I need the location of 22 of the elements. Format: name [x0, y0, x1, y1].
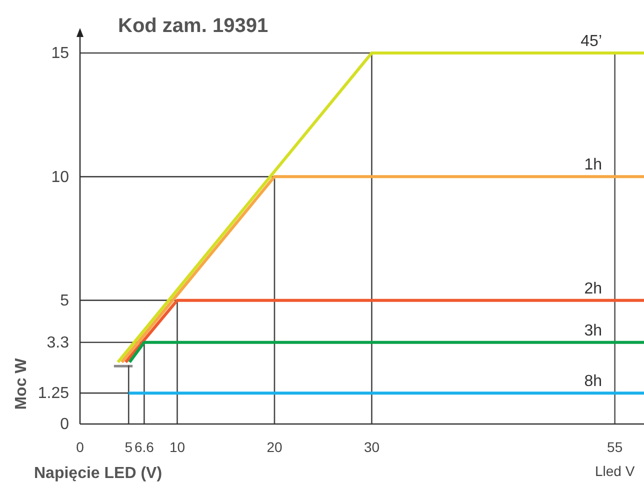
y-tick-label: 5: [60, 292, 70, 310]
x-tick-label: 55: [607, 438, 623, 455]
x-tick-label: 10: [169, 438, 186, 455]
y-axis-title: Moc W: [13, 357, 30, 410]
text: Lled V: [594, 463, 636, 479]
series-label: 1h: [584, 156, 602, 174]
x-tick-label: 6.6: [134, 438, 154, 455]
y-tick-label: 15: [51, 45, 70, 62]
series-label: 8h: [584, 373, 602, 390]
y-tick-label: 1.25: [38, 385, 70, 402]
y-tick-label: 3.3: [46, 334, 70, 352]
x-tick-label: 20: [266, 438, 282, 455]
x-tick-label: 30: [364, 438, 380, 455]
series-label: 3h: [584, 322, 602, 340]
series-label: 2h: [584, 280, 602, 298]
y-tick-label: 0: [60, 416, 70, 434]
chart-title: Kod zam. 19391: [118, 15, 268, 37]
x-axis-title: Napięcie LED (V): [34, 465, 162, 482]
series-label: 45’: [580, 33, 602, 50]
x-tick-label: 0: [76, 438, 84, 455]
y-tick-label: 10: [51, 168, 70, 186]
x-tick-label: 5: [124, 438, 133, 455]
